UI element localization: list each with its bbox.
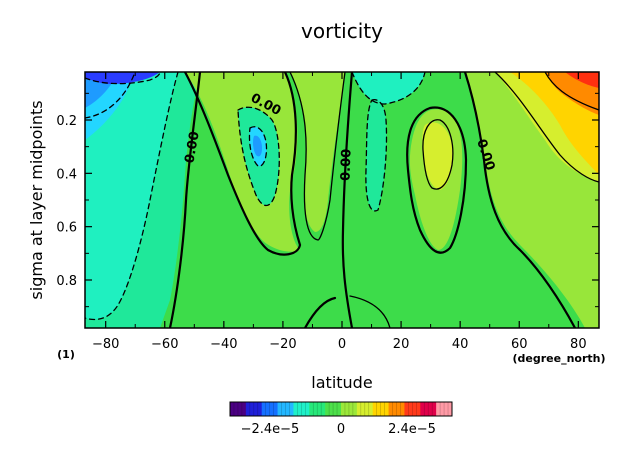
contour-zero-east bbox=[463, 72, 577, 328]
plot-area: 0.00 0.00 0.00 0.00 bbox=[85, 72, 599, 328]
field-region-yellowgreen-30n bbox=[422, 122, 453, 190]
y-tick-label: 0.4 bbox=[56, 167, 77, 182]
contour-negative-pocket bbox=[237, 106, 280, 207]
colorbar-swatch bbox=[245, 402, 263, 416]
x-tick-label: 0 bbox=[338, 337, 346, 352]
contour-zero-equator bbox=[341, 72, 354, 328]
colorbar-swatch bbox=[372, 402, 390, 416]
y-axis-title: sigma at layer midpoints bbox=[27, 100, 46, 299]
x-tick-label: 40 bbox=[452, 337, 469, 352]
contour-negative-pocket-inner bbox=[248, 126, 268, 167]
contour-positive-30n bbox=[422, 119, 454, 190]
contour-zero-30n bbox=[406, 106, 468, 254]
field-region-lime-center bbox=[290, 72, 345, 232]
field-region-lime-west bbox=[185, 72, 300, 252]
colorbar-frame bbox=[229, 401, 453, 417]
x-tick-label: 80 bbox=[570, 337, 587, 352]
chart-title: vorticity bbox=[301, 19, 383, 43]
colorbar-label: −2.4e−5 bbox=[241, 422, 300, 437]
colorbar-labels: −2.4e−5 0 2.4e−5 bbox=[241, 422, 436, 437]
contour-zero-west bbox=[183, 72, 302, 256]
x-tick-label: 20 bbox=[393, 337, 410, 352]
contour-labels: 0.00 0.00 0.00 0.00 bbox=[182, 91, 497, 181]
colorbar-swatch bbox=[436, 402, 453, 416]
field-region-west-deepblue bbox=[85, 72, 160, 84]
field-region-red-east bbox=[565, 72, 599, 88]
contour-positive-east-2 bbox=[544, 72, 599, 111]
x-tick-label: −60 bbox=[151, 337, 178, 352]
colorbar-swatch bbox=[420, 402, 437, 416]
contour-negative-northwest bbox=[85, 72, 161, 85]
contour-lines bbox=[85, 72, 599, 328]
contour-positive-south-bottom bbox=[349, 295, 391, 328]
field-region-blue-spot-west bbox=[252, 135, 262, 157]
colorbar-swatch bbox=[341, 402, 358, 416]
colorbar-swatch bbox=[404, 402, 421, 416]
colorbar-swatch bbox=[261, 402, 279, 416]
contour-positive-east bbox=[494, 72, 599, 183]
y-tick-label: 0.6 bbox=[56, 221, 77, 236]
contour-label: 0.00 bbox=[338, 149, 354, 182]
contour-negative-equator bbox=[365, 98, 388, 212]
contour-negative-west bbox=[85, 72, 136, 119]
colorbar-swatch bbox=[356, 402, 374, 416]
colorbar-swatch bbox=[388, 402, 405, 416]
colorbar-swatch bbox=[309, 402, 326, 416]
contour-negative-equator-top bbox=[351, 72, 426, 105]
colorbar-swatch bbox=[325, 402, 342, 416]
y-axis: 0.2 0.4 0.6 0.8 bbox=[56, 92, 599, 308]
x-tick-label: −40 bbox=[210, 337, 237, 352]
x-tick-label: 60 bbox=[511, 337, 528, 352]
contour-negative-west-long bbox=[85, 72, 179, 321]
contour-zero-south-bottom bbox=[303, 296, 337, 328]
colorbar bbox=[229, 401, 453, 417]
colorbar-label: 0 bbox=[337, 422, 345, 437]
contour-label: 0.00 bbox=[182, 130, 202, 164]
x-units-label: (degree_north) bbox=[512, 352, 605, 365]
colorbar-swatch bbox=[230, 402, 247, 416]
x-tick-label: −80 bbox=[92, 337, 119, 352]
contour-positive-center bbox=[289, 72, 346, 241]
field-region-west-teal bbox=[85, 72, 178, 320]
colorbar-label: 2.4e−5 bbox=[388, 422, 436, 437]
y-tick-label: 0.8 bbox=[56, 274, 77, 289]
x-axis-title: latitude bbox=[311, 373, 372, 392]
x-axis: −80 −60 −40 −20 0 20 40 60 80 bbox=[92, 72, 587, 352]
y-units-label: (1) bbox=[57, 348, 75, 361]
colorbar-swatch bbox=[277, 402, 294, 416]
contour-zero-west-outer bbox=[168, 72, 202, 328]
field-region-aqua-equator bbox=[365, 99, 387, 211]
colorbar-swatch bbox=[293, 402, 310, 416]
x-tick-label: −20 bbox=[269, 337, 296, 352]
y-tick-label: 0.2 bbox=[56, 114, 77, 129]
